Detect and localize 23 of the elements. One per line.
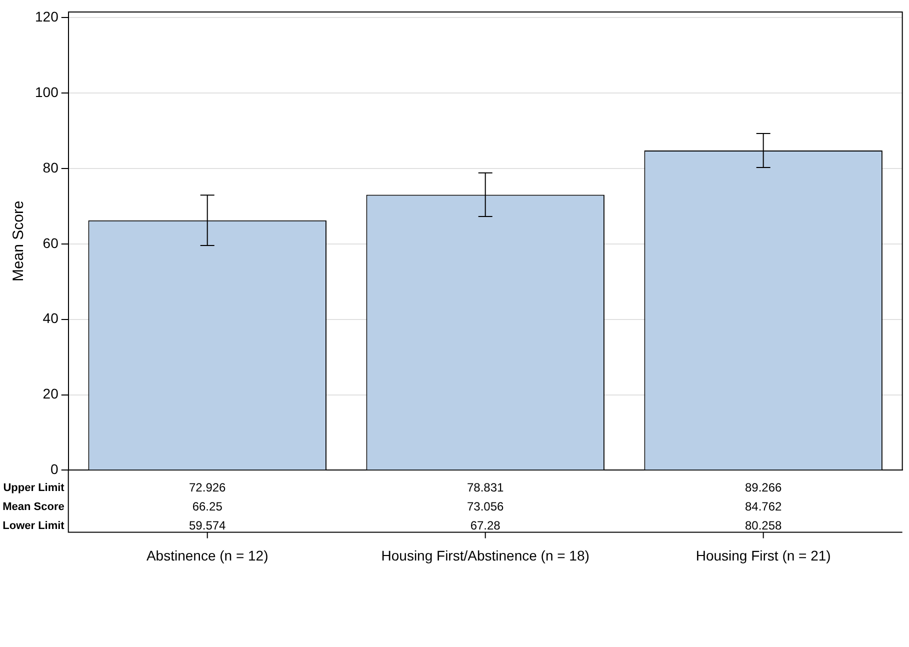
- y-tick-label: 120: [35, 8, 59, 25]
- x-tick-label: Housing First/Abstinence (n = 18): [381, 547, 590, 564]
- y-tick-label: 40: [42, 310, 59, 326]
- text: Upper Limit: [3, 482, 65, 494]
- text: 78.831: [466, 480, 504, 495]
- text: 72.926: [189, 480, 226, 495]
- y-tick-label: 20: [42, 386, 59, 402]
- y-tick-label: 100: [35, 84, 59, 100]
- text: 80.258: [744, 518, 782, 533]
- x-tick-label: Housing First (n = 21): [696, 547, 831, 564]
- y-tick-label: 60: [42, 234, 59, 251]
- data-label: 73.056: [466, 500, 504, 514]
- text: Lower Limit: [2, 520, 65, 532]
- data-label: 66.25: [192, 500, 223, 514]
- x-tick-label: Abstinence (n = 12): [146, 547, 268, 564]
- text: 67.28: [470, 518, 501, 533]
- data-label: 84.762: [744, 500, 782, 514]
- y-tick-label: 0: [50, 461, 59, 478]
- text: Mean Score: [2, 501, 64, 514]
- text: 59.574: [189, 518, 226, 533]
- y-axis-title: Mean Score: [10, 200, 28, 282]
- y-tick-label: 80: [42, 159, 59, 176]
- text: 89.266: [744, 480, 782, 495]
